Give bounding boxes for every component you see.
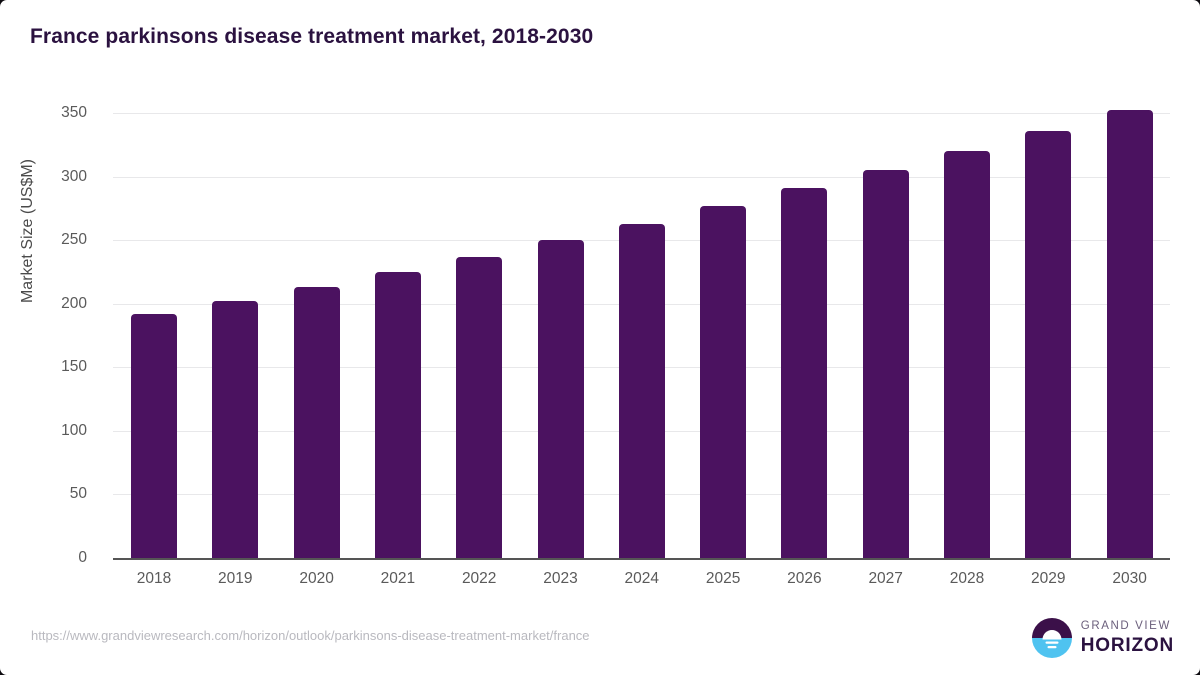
x-axis-line — [113, 558, 1170, 560]
source-url[interactable]: https://www.grandviewresearch.com/horizo… — [31, 628, 590, 643]
bar[interactable] — [618, 223, 665, 558]
x-axis-tick-label: 2021 — [380, 570, 416, 587]
x-axis-tick-label: 2028 — [949, 570, 985, 587]
y-axis-tick-label: 200 — [61, 294, 87, 312]
bar[interactable] — [374, 271, 421, 558]
bar[interactable] — [131, 313, 177, 558]
x-axis-tick-label: 2026 — [787, 570, 822, 587]
x-axis-tick-label: 2029 — [1031, 570, 1066, 587]
bar[interactable] — [944, 151, 990, 558]
horizon-logo-icon — [1031, 618, 1072, 658]
y-axis-tick-label: 300 — [61, 167, 87, 185]
gridline — [113, 176, 1170, 178]
bar[interactable] — [537, 240, 584, 558]
x-axis-tick-label: 2027 — [868, 570, 903, 587]
x-axis-tick-label: 2023 — [543, 570, 578, 587]
bar[interactable] — [862, 170, 909, 558]
x-axis-tick-label: 2024 — [624, 570, 660, 587]
y-axis-tick-label: 0 — [78, 549, 87, 566]
bar[interactable] — [456, 256, 503, 558]
logo-wordmark: GRAND VIEW HORIZON — [1081, 621, 1174, 655]
x-axis-tick-label: 2025 — [705, 570, 741, 587]
logo-bottom-text: HORIZON — [1080, 634, 1174, 656]
bar[interactable] — [1025, 130, 1072, 558]
bar[interactable] — [293, 287, 340, 558]
logo-top-text: GRAND VIEW — [1080, 620, 1171, 633]
x-axis-tick-label: 2019 — [218, 570, 253, 587]
bar[interactable] — [212, 301, 259, 558]
page-title: France parkinsons disease treatment mark… — [30, 25, 594, 48]
y-axis-tick-label: 100 — [61, 421, 87, 439]
bar[interactable] — [700, 205, 747, 558]
plot-area — [113, 110, 1170, 558]
x-axis-tick-label: 2020 — [299, 570, 334, 587]
y-axis-tick-label: 350 — [61, 104, 87, 121]
y-axis-tick-label: 250 — [61, 231, 87, 249]
brand-logo[interactable]: GRAND VIEW HORIZON — [1031, 618, 1174, 658]
gridline — [113, 113, 1170, 114]
x-axis-tick-label: 2030 — [1112, 570, 1147, 587]
bar[interactable] — [1106, 110, 1153, 558]
y-axis-tick-label: 150 — [61, 358, 87, 376]
bar[interactable] — [781, 188, 828, 558]
x-axis-tick-label: 2018 — [136, 570, 172, 587]
y-axis-tick-label: 50 — [69, 485, 87, 503]
x-axis-tick-label: 2022 — [461, 570, 497, 587]
